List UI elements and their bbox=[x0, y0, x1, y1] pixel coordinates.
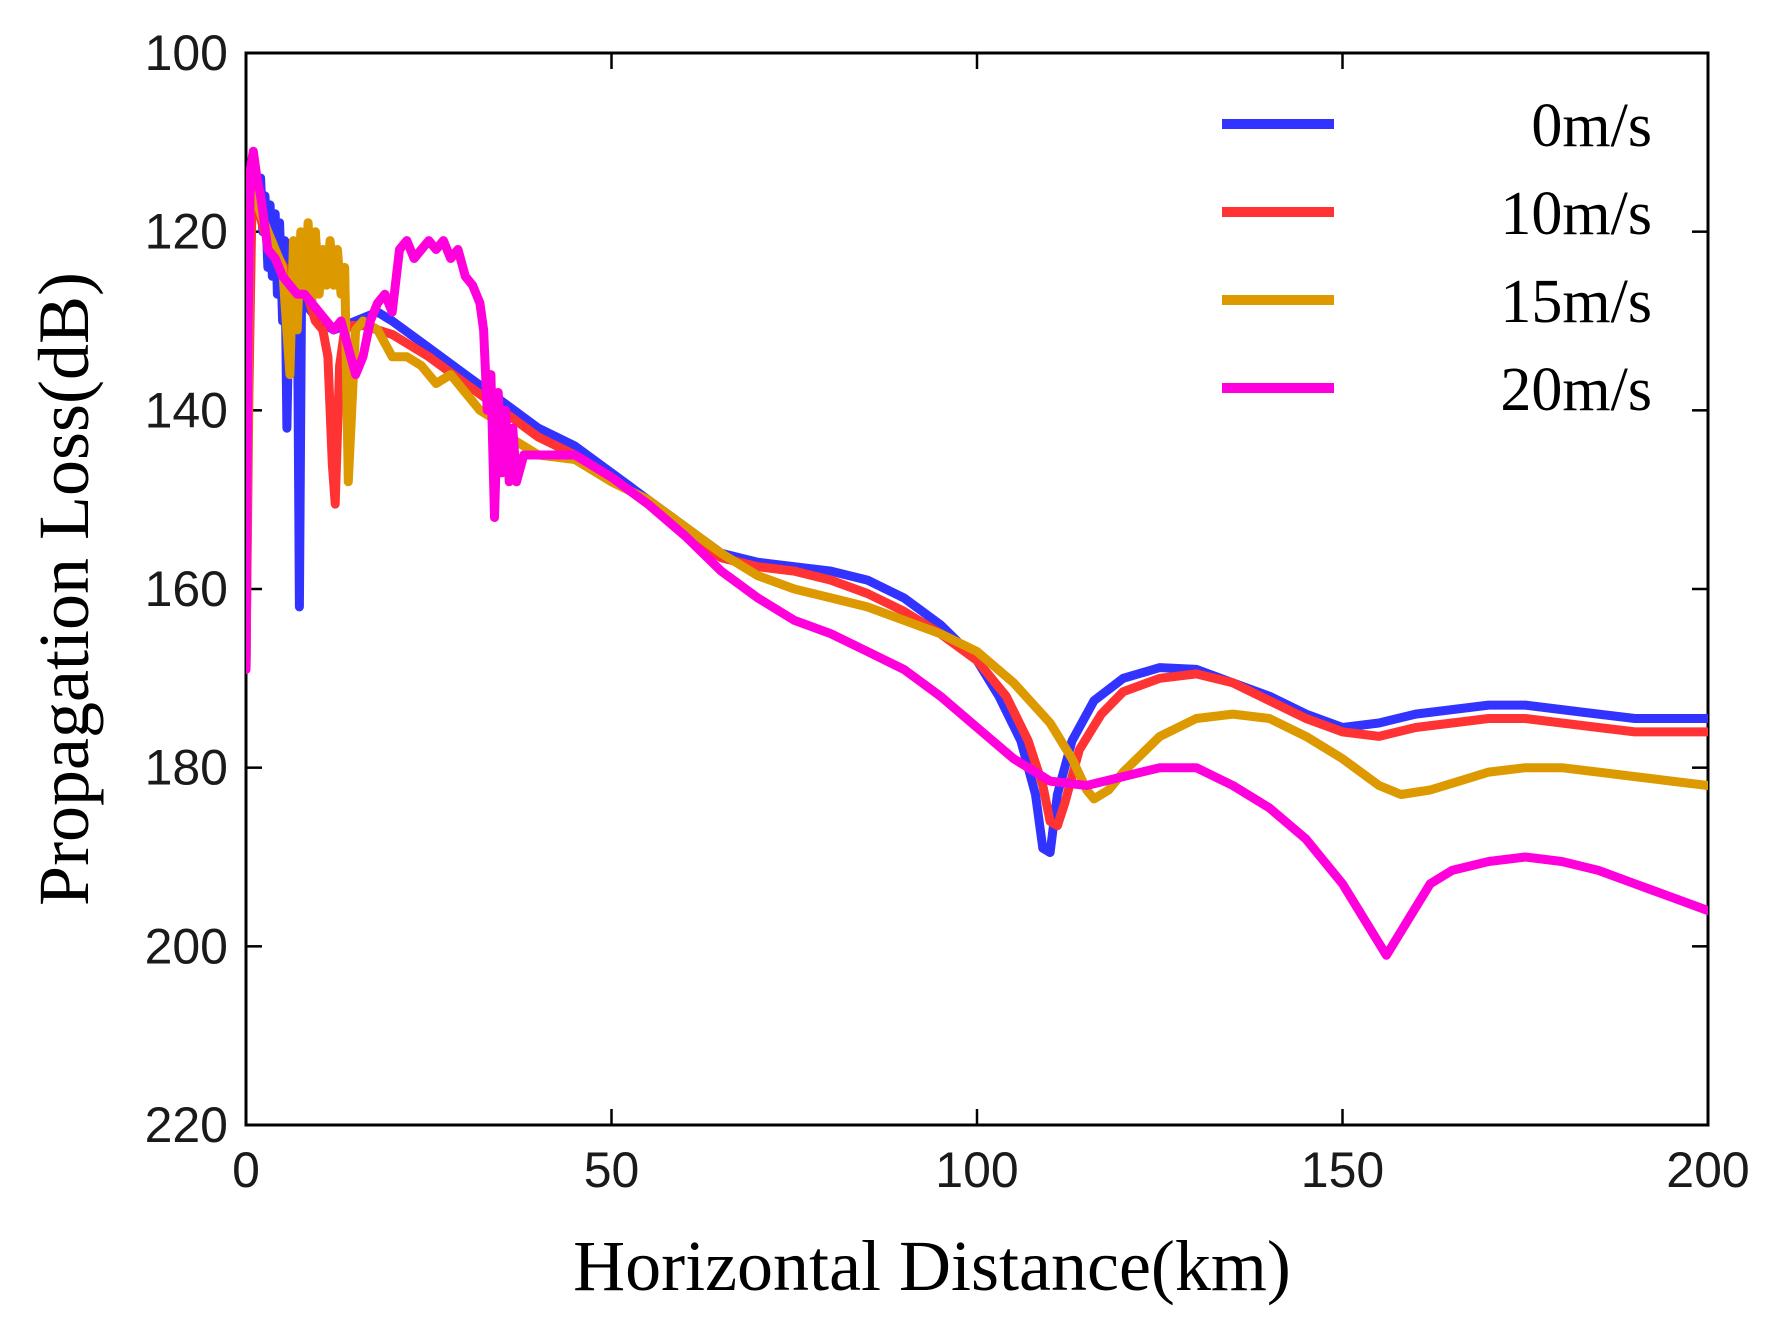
tick-labels: 0 50 100 150 200 100 120 140 160 180 200 220 bbox=[145, 25, 1750, 1198]
legend-label-10m-s: 10m/s bbox=[1500, 180, 1652, 248]
series-group bbox=[246, 146, 1708, 960]
series-line-15m-s bbox=[246, 182, 1708, 804]
axis-ticks bbox=[244, 51, 1710, 1127]
legend: 0m/s 10m/s 15m/s 20m/s bbox=[1222, 92, 1652, 424]
legend-label-0m-s: 0m/s bbox=[1531, 92, 1652, 160]
y-tick-label: 220 bbox=[145, 1097, 228, 1153]
legend-label-15m-s: 15m/s bbox=[1500, 268, 1652, 336]
x-tick-label: 0 bbox=[232, 1142, 260, 1198]
y-tick-label: 140 bbox=[145, 382, 228, 438]
y-tick-label: 120 bbox=[145, 204, 228, 260]
x-axis-title: Horizontal Distance(km) bbox=[573, 1226, 1291, 1306]
series-line-10m-s bbox=[246, 200, 1708, 831]
x-tick-label: 200 bbox=[1666, 1142, 1749, 1198]
y-tick-label: 180 bbox=[145, 740, 228, 796]
legend-label-20m-s: 20m/s bbox=[1500, 356, 1652, 424]
series-line-20m-s bbox=[246, 146, 1708, 960]
y-tick-label: 160 bbox=[145, 561, 228, 617]
y-tick-label: 200 bbox=[145, 918, 228, 974]
x-tick-label: 150 bbox=[1301, 1142, 1384, 1198]
y-axis-title: Propagation Loss(dB) bbox=[24, 272, 104, 906]
x-tick-label: 50 bbox=[584, 1142, 640, 1198]
y-tick-label: 100 bbox=[145, 25, 228, 81]
x-tick-label: 100 bbox=[935, 1142, 1018, 1198]
plot-area bbox=[244, 51, 1710, 1127]
